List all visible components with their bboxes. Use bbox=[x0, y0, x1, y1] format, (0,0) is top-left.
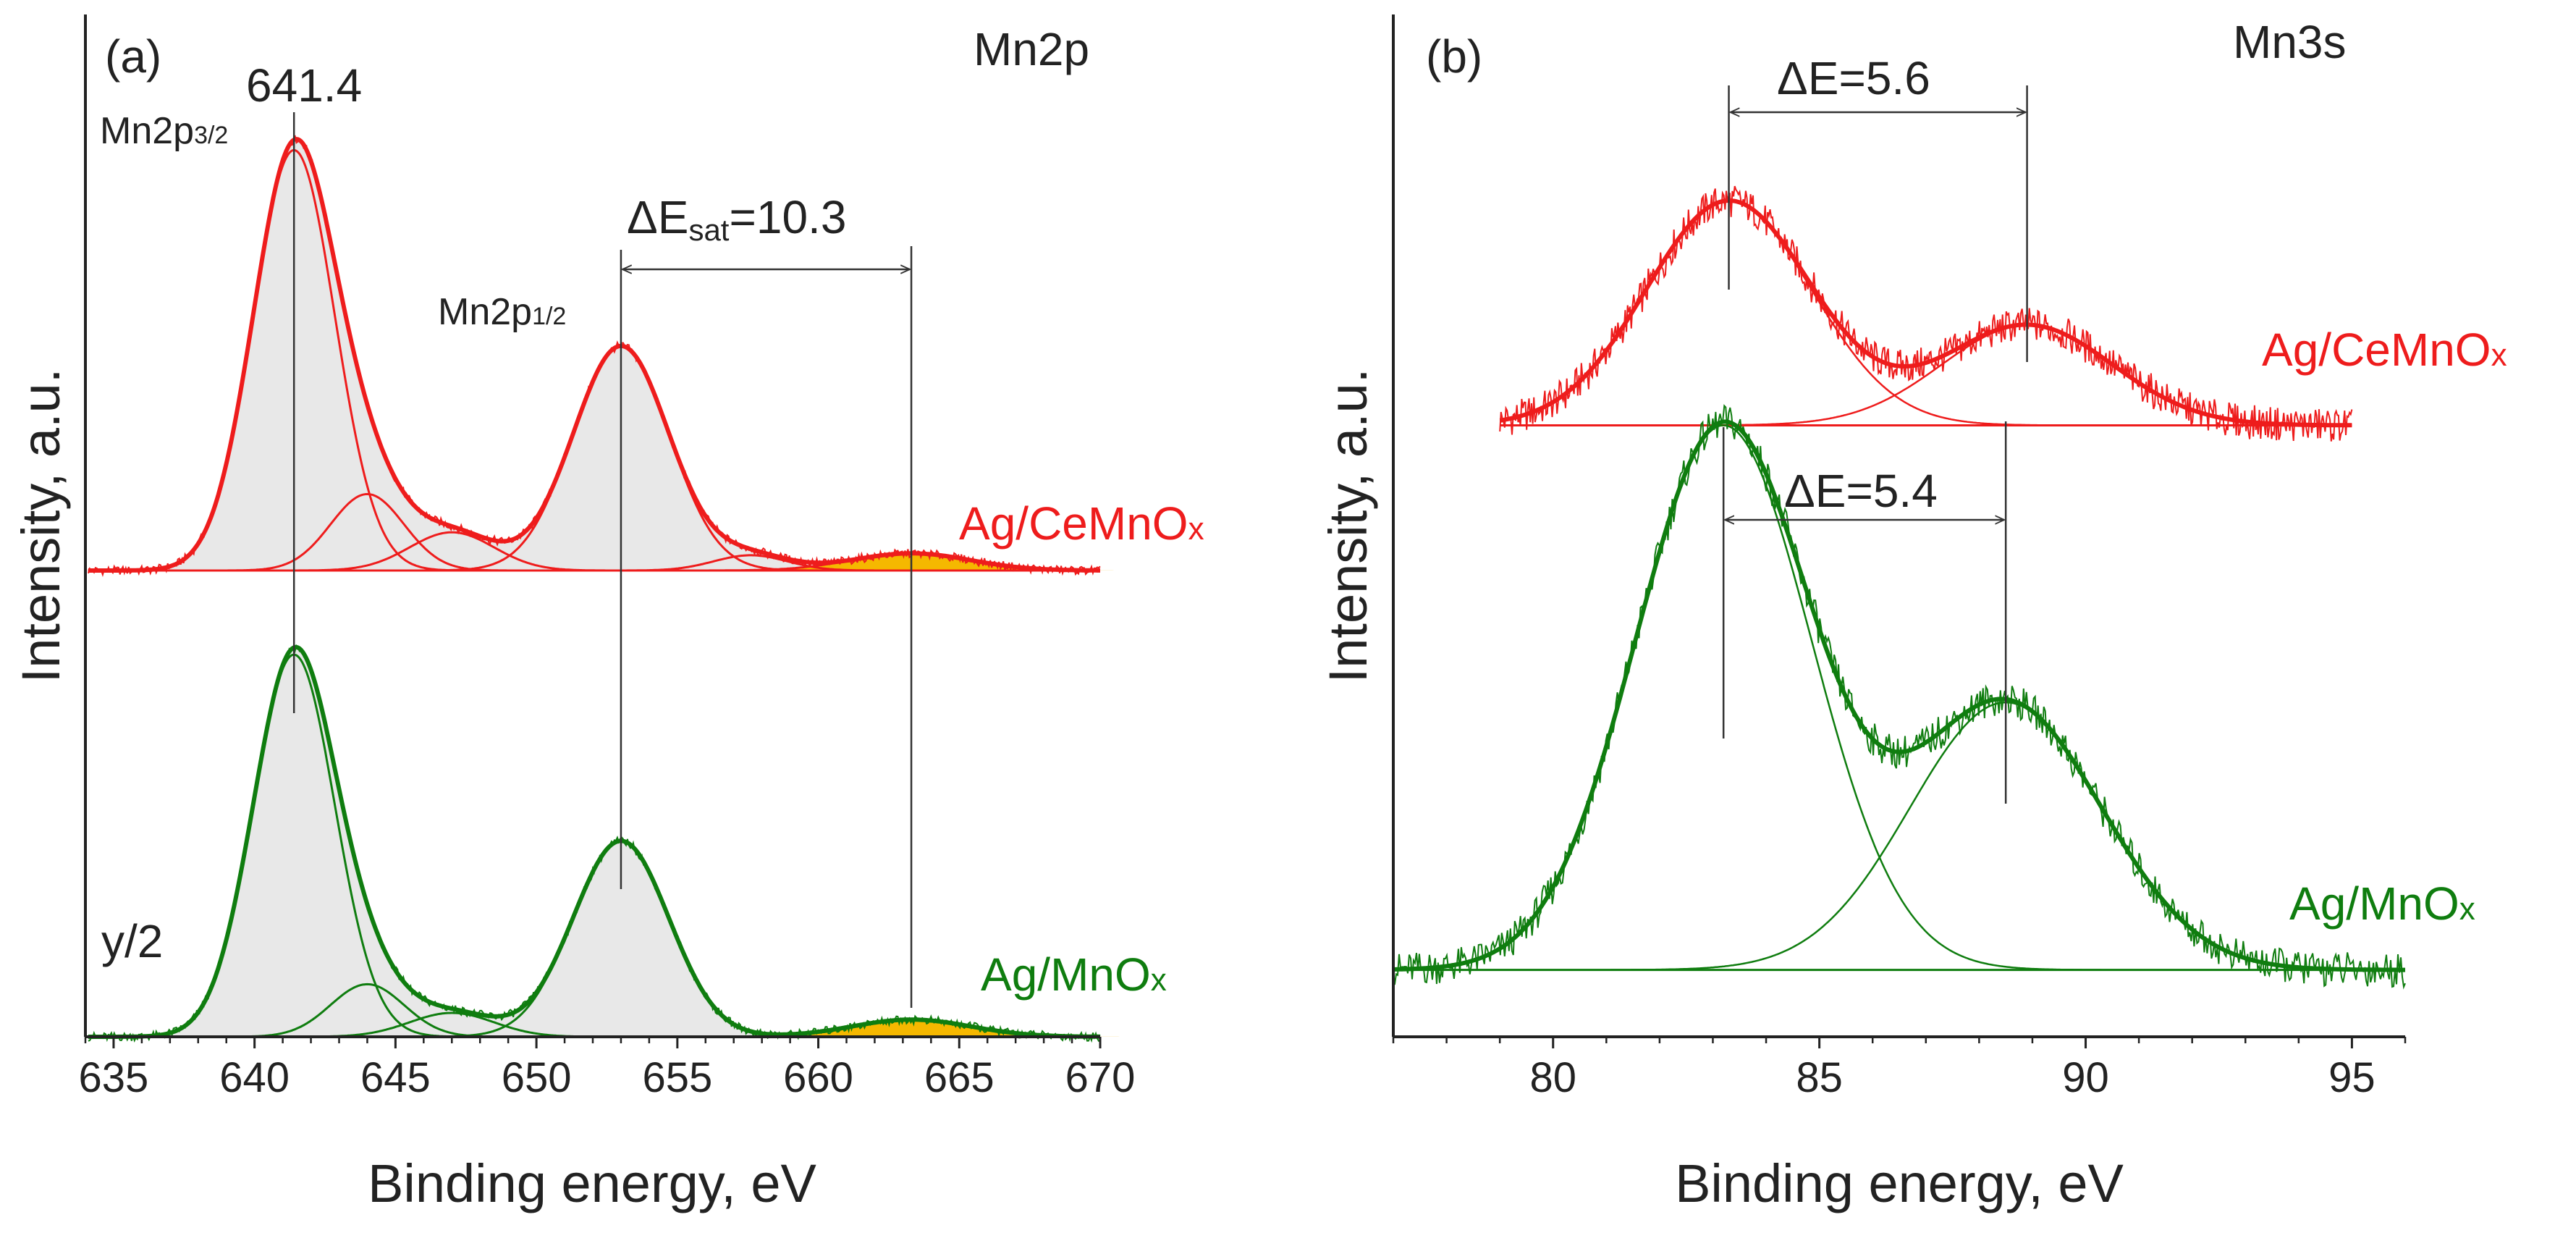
fit-envelope bbox=[1499, 198, 2352, 428]
x-tick-label: 85 bbox=[1796, 1054, 1843, 1101]
legend-a-mnox: Ag/MnOx bbox=[981, 948, 1167, 1001]
x-tick-label: 655 bbox=[642, 1054, 712, 1101]
legend-a-cemnox: Ag/CeMnOx bbox=[959, 497, 1204, 550]
label-delta-e-sat-sub: sat bbox=[688, 213, 729, 247]
raw-spectrum bbox=[1393, 404, 2406, 990]
legend-b-cemnox: Ag/CeMnOx bbox=[2262, 324, 2507, 376]
fit-envelope bbox=[88, 137, 1100, 573]
panel-a-mn2p: 635 640 645 650 655 660 665 670 (a) Mn2p 641.4 … bbox=[11, 14, 1204, 1213]
fill-area bbox=[88, 647, 1101, 1037]
panel-b-plot-area bbox=[1393, 85, 2406, 990]
component-curve bbox=[1393, 701, 2405, 971]
label-mn2p32: Mn2p3/2 bbox=[100, 110, 228, 152]
legend-a-mnox-main: Ag/MnO bbox=[981, 948, 1151, 1001]
peak-label-641: 641.4 bbox=[246, 59, 362, 111]
panel-b-x-title: Binding energy, eV bbox=[1675, 1153, 2124, 1213]
raw-spectrum bbox=[1499, 185, 2353, 442]
panel-a-x-title: Binding energy, eV bbox=[368, 1153, 816, 1213]
legend-a-cemnox-sub: x bbox=[1188, 511, 1204, 547]
label-mn2p32-sub: 3/2 bbox=[194, 122, 228, 149]
component-curve bbox=[1500, 324, 2352, 426]
panel-b-ticks: 80 85 90 95 bbox=[1392, 1037, 2407, 1101]
label-mn2p12-sub: 1/2 bbox=[532, 303, 566, 330]
x-tick-label: 665 bbox=[924, 1054, 994, 1101]
legend-b-mnox: Ag/MnOx bbox=[2289, 878, 2475, 930]
fill-area bbox=[88, 139, 1101, 571]
panel-a-plot-area bbox=[87, 112, 1125, 1043]
x-tick-label: 670 bbox=[1065, 1054, 1136, 1101]
panel-b-title: Mn3s bbox=[2233, 16, 2347, 68]
legend-b-cemnox-main: Ag/CeMnO bbox=[2262, 324, 2491, 376]
panel-b-mn3s: 80 85 90 95 (b) Mn3s ΔE=5.6 ΔE=5.4 Ag/CeMnO… bbox=[1318, 14, 2507, 1213]
label-mn2p12: Mn2p1/2 bbox=[438, 291, 566, 333]
panel-a-ticks: 635 640 645 650 655 660 665 670 bbox=[79, 1037, 1136, 1101]
label-delta-e-sat: ΔEsat=10.3 bbox=[627, 191, 846, 247]
label-delta-e-sat-prefix: ΔE bbox=[627, 191, 688, 243]
x-tick-label: 645 bbox=[360, 1054, 431, 1101]
legend-b-cemnox-sub: x bbox=[2491, 337, 2507, 373]
x-tick-label: 635 bbox=[79, 1054, 149, 1101]
x-tick-label: 80 bbox=[1529, 1054, 1576, 1101]
fit-envelope bbox=[88, 644, 1101, 1039]
label-mn2p12-main: Mn2p bbox=[438, 291, 532, 333]
label-delta-e-mnox: ΔE=5.4 bbox=[1784, 465, 1938, 517]
panel-b-label: (b) bbox=[1426, 30, 1482, 83]
legend-b-mnox-sub: x bbox=[2459, 891, 2475, 927]
x-tick-label: 650 bbox=[502, 1054, 572, 1101]
panel-a-title: Mn2p bbox=[974, 23, 1089, 75]
panel-a-y-title: Intensity, a.u. bbox=[11, 369, 71, 683]
panel-b-y-title: Intensity, a.u. bbox=[1318, 369, 1378, 683]
label-mn2p32-main: Mn2p bbox=[100, 110, 194, 152]
satellite-fill bbox=[698, 1019, 1125, 1037]
label-delta-e-sat-value: =10.3 bbox=[729, 191, 846, 243]
x-tick-label: 660 bbox=[783, 1054, 853, 1101]
label-delta-e-cemnox: ΔE=5.6 bbox=[1777, 52, 1930, 104]
legend-a-mnox-sub: x bbox=[1151, 962, 1167, 998]
x-tick-label: 90 bbox=[2062, 1054, 2109, 1101]
scale-note-y-half: y/2 bbox=[101, 915, 163, 967]
x-tick-label: 640 bbox=[219, 1054, 290, 1101]
fit-envelope bbox=[1393, 419, 2405, 972]
panel-a-label: (a) bbox=[105, 30, 161, 83]
legend-b-mnox-main: Ag/MnO bbox=[2289, 878, 2459, 930]
legend-a-cemnox-main: Ag/CeMnO bbox=[959, 497, 1188, 550]
x-tick-label: 95 bbox=[2328, 1054, 2376, 1101]
